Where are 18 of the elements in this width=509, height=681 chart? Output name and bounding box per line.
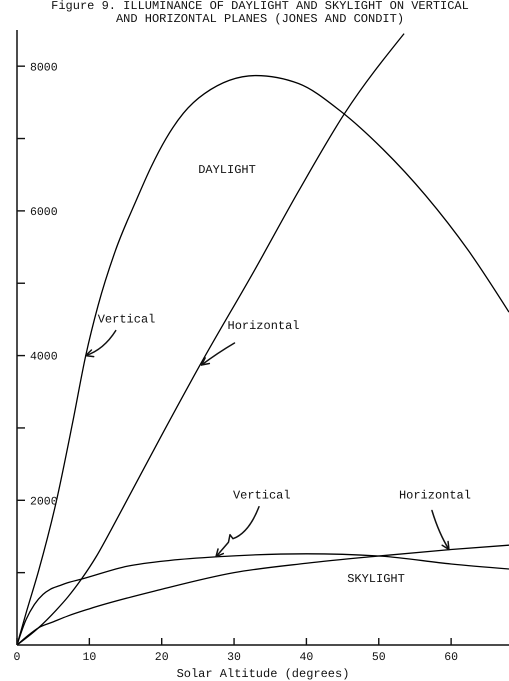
y-tick-label: 4000 <box>30 350 58 364</box>
x-tick-label: 10 <box>82 651 96 664</box>
y-tick-label: 6000 <box>30 206 58 219</box>
annotation: Horizontal <box>228 318 300 333</box>
annotation: DAYLIGHT <box>198 163 256 177</box>
annotation: Vertical <box>98 312 156 327</box>
annotation: Vertical <box>232 488 291 503</box>
chart-title: Figure 9. ILLUMINANCE OF DAYLIGHT AND SKYLIGHT ON VERTICAL AND HORIZONTAL PLANES (JONES AND CONDIT) <box>50 0 470 26</box>
x-tick-label: 60 <box>444 651 458 664</box>
x-axis-title: Solar Altitude (degrees) <box>176 667 350 681</box>
y-tick-label: 8000 <box>30 61 58 74</box>
x-tick-label: 0 <box>14 651 21 664</box>
x-tick-label: 50 <box>372 651 386 664</box>
annotation: SKYLIGHT <box>347 572 405 586</box>
x-tick-label: 20 <box>154 651 169 664</box>
annotation: Horizontal <box>398 488 471 502</box>
x-tick-label: 40 <box>300 651 314 664</box>
x-tick-label: 30 <box>227 651 242 664</box>
